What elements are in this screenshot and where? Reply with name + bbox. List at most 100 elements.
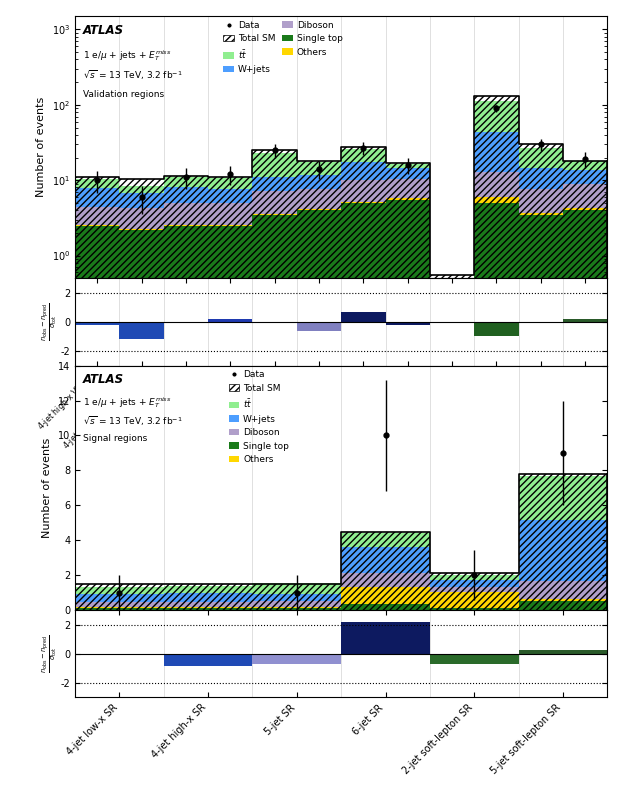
Bar [252,602,341,607]
Bar [518,650,607,654]
Bar [164,322,208,324]
Bar [75,584,164,610]
Bar [164,584,252,610]
Bar [208,178,252,190]
Bar [430,354,475,811]
Bar [430,587,518,592]
Bar [164,654,252,666]
Bar [341,179,386,202]
Bar [341,587,430,604]
Bar [75,607,164,610]
Bar [75,177,120,811]
Bar [120,178,164,811]
Bar [297,175,341,189]
Bar [164,176,208,811]
Bar [164,187,208,203]
Bar [75,188,120,208]
Bar [563,319,607,322]
Bar [475,322,518,337]
Bar [386,163,430,811]
Bar [475,172,518,197]
Bar [430,322,475,354]
Bar [518,215,563,811]
Bar [75,603,164,607]
Bar [475,101,518,132]
Bar [252,213,297,215]
Text: ATLAS: ATLAS [83,373,124,386]
Bar [386,164,430,169]
Bar [164,177,208,187]
Bar [341,203,386,811]
Bar [75,208,120,225]
Bar [252,150,297,811]
Bar [252,215,297,811]
Bar [208,319,252,322]
Text: 1 e/$\mu$ + jets + $E_{T}^{miss}$: 1 e/$\mu$ + jets + $E_{T}^{miss}$ [83,48,172,62]
Bar [563,161,607,169]
Y-axis label: Number of events: Number of events [43,438,53,538]
Bar [341,531,430,610]
Bar [386,322,430,325]
Text: Validation regions: Validation regions [83,89,164,99]
Bar [252,654,341,664]
Bar [341,147,386,811]
Bar [341,622,430,654]
Bar [75,322,120,325]
Bar [120,322,164,339]
Bar [297,161,341,811]
Bar [120,208,164,229]
Text: Signal regions: Signal regions [83,434,147,443]
Bar [518,144,563,811]
Bar [518,474,607,610]
Bar [430,580,518,587]
Bar [430,592,518,607]
Bar [208,203,252,225]
Bar [297,210,341,811]
Bar [341,547,430,573]
Bar [252,594,341,602]
Bar [341,162,386,179]
Bar [563,184,607,208]
Bar [208,177,252,811]
Bar [430,654,518,664]
Bar [341,604,430,610]
Bar [341,573,430,587]
Bar [475,97,518,811]
Bar [164,586,252,593]
Bar [252,584,341,610]
Bar [518,520,607,581]
Bar [475,132,518,172]
Bar [386,198,430,200]
Text: $\sqrt{s}$ = 13 TeV, 3.2 fb$^{-1}$: $\sqrt{s}$ = 13 TeV, 3.2 fb$^{-1}$ [83,69,183,82]
Bar [164,603,252,607]
Bar [75,594,164,603]
Bar [164,607,252,610]
Bar [430,275,475,811]
Bar [297,161,341,175]
Bar [341,148,386,162]
Bar [341,534,430,547]
Bar [475,197,518,203]
Bar [164,225,208,811]
Y-axis label: $\frac{n_\mathrm{obs}-n_\mathrm{pred}}{\sigma_\mathrm{tot}}$: $\frac{n_\mathrm{obs}-n_\mathrm{pred}}{\… [40,303,59,341]
Bar [518,599,607,602]
Bar [252,152,297,177]
Bar [208,225,252,811]
Bar [518,148,563,168]
Bar [386,200,430,811]
Bar [208,190,252,203]
Bar [386,179,430,198]
Bar [120,230,164,811]
Text: 1 e/$\mu$ + jets + $E_{T}^{miss}$: 1 e/$\mu$ + jets + $E_{T}^{miss}$ [83,395,172,410]
Bar [341,202,386,203]
Y-axis label: $\frac{n_\mathrm{obs}-n_\mathrm{pred}}{\sigma_\mathrm{tot}}$: $\frac{n_\mathrm{obs}-n_\mathrm{pred}}{\… [40,634,59,673]
Bar [164,203,208,225]
Legend: Data, Total SM, $t\bar{t}$, W+jets, Diboson, Single top, Others: Data, Total SM, $t\bar{t}$, W+jets, Dibo… [223,21,343,74]
Bar [518,189,563,212]
Bar [75,225,120,811]
Bar [518,477,607,520]
Bar [563,210,607,811]
Bar [252,191,297,213]
Bar [341,311,386,322]
Bar [75,179,120,188]
